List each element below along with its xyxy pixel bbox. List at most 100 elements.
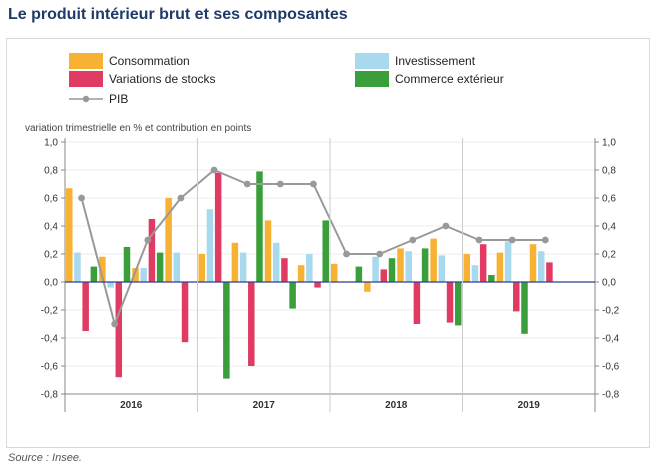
y-tick-label-left: 0,0 — [44, 278, 58, 289]
bar-consommation-2017t3 — [264, 220, 272, 282]
source-note: Source : Insee. — [8, 452, 82, 464]
bar-consommation-2018t4 — [430, 238, 437, 282]
bar-investissement-2019t1 — [471, 265, 479, 282]
legend-marker-pib — [82, 95, 90, 103]
legend-label-pib: PIB — [109, 92, 128, 106]
y-tick-label-left: 0,2 — [44, 250, 58, 261]
bar-variations-de-stocks-2017t3 — [281, 258, 288, 282]
y-tick-label-right: -0,2 — [602, 306, 620, 317]
y-tick-label-right: 1,0 — [602, 138, 616, 149]
legend-label-variations-de-stocks: Variations de stocks — [109, 72, 216, 86]
y-tick-label-left: -0,8 — [41, 390, 59, 401]
bar-consommation-2017t1 — [198, 254, 206, 282]
year-label-2016: 2016 — [120, 400, 143, 411]
y-tick-label-left: 1,0 — [44, 138, 58, 149]
pib-point-2016t1 — [78, 194, 85, 202]
year-label-2019: 2019 — [518, 400, 541, 411]
legend-swatch-consommation — [69, 53, 103, 69]
y-tick-label-left: -0,2 — [41, 306, 59, 317]
y-tick-label-right: -0,6 — [602, 362, 620, 373]
bar-variations-de-stocks-2018t4 — [446, 282, 454, 323]
bar-consommation-2018t2 — [364, 282, 371, 292]
y-tick-label-right: 0,0 — [602, 278, 616, 289]
pib-point-2016t4 — [177, 194, 185, 202]
bar-consommation-2018t1 — [331, 263, 338, 282]
bar-investissement-2016t2 — [107, 282, 114, 288]
bar-commerce-exterieur-2018t2 — [388, 258, 396, 282]
y-tick-label-right: 0,8 — [602, 166, 616, 177]
legend-label-consommation: Consommation — [109, 54, 190, 68]
bar-investissement-2017t4 — [306, 254, 313, 282]
page-title: Le produit intérieur brut et ses composa… — [8, 6, 348, 23]
bar-investissement-2019t3 — [537, 251, 545, 282]
bar-commerce-exterieur-2018t1 — [355, 266, 363, 282]
y-tick-label-left: 0,8 — [44, 166, 58, 177]
bar-consommation-2019t1 — [463, 254, 471, 282]
bar-variations-de-stocks-2018t2 — [380, 269, 388, 282]
bar-consommation-2017t2 — [231, 242, 239, 282]
y-tick-label-left: -0,4 — [41, 334, 59, 345]
bar-commerce-exterieur-2018t4 — [454, 282, 462, 326]
axes: 1,0 1,0 0,8 0,8 0,6 0,6 0,4 0,4 0,2 0,2 0,0 0,0 -0,2… — [41, 138, 620, 412]
legend-label-commerce-exterieur: Commerce extérieur — [395, 72, 504, 86]
bar-investissement-2016t4 — [173, 252, 181, 282]
pib-point-2019t2 — [508, 236, 516, 244]
pib-point-2018t4 — [442, 222, 450, 230]
pib-point-2017t4 — [310, 180, 317, 188]
pib-point-2017t3 — [276, 180, 284, 188]
bar-variations-de-stocks-2017t2 — [248, 282, 255, 366]
y-tick-label-right: -0,8 — [602, 390, 620, 401]
legend-swatch-variations-de-stocks — [69, 71, 103, 87]
bar-investissement-2018t3 — [405, 251, 412, 282]
y-tick-label-left: -0,6 — [41, 362, 59, 373]
pib-point-2017t2 — [243, 180, 251, 188]
pib-point-2018t2 — [376, 250, 384, 258]
pib-point-2019t3 — [541, 236, 549, 244]
bar-commerce-exterieur-2016t1 — [90, 266, 98, 282]
bar-commerce-exterieur-2017t4 — [322, 220, 329, 282]
y-tick-label-right: 0,2 — [602, 250, 616, 261]
bar-variations-de-stocks-2016t1 — [82, 282, 89, 331]
y-tick-label-right: 0,6 — [602, 194, 616, 205]
pib-point-2016t2 — [111, 320, 119, 328]
bar-consommation-2016t2 — [99, 256, 106, 282]
bar-investissement-2018t4 — [438, 255, 446, 282]
bar-variations-de-stocks-2017t4 — [314, 282, 321, 288]
bar-variations-de-stocks-2016t4 — [181, 282, 189, 343]
chart-legend: Consommation Investissement Variations de … — [69, 53, 504, 106]
pib-point-2018t1 — [343, 250, 350, 258]
bar-consommation-2016t3 — [132, 268, 139, 282]
bar-series — [66, 171, 553, 379]
bar-investissement-2017t2 — [239, 252, 247, 282]
bar-consommation-2018t3 — [397, 248, 404, 282]
bar-commerce-exterieur-2018t3 — [421, 248, 429, 282]
bar-commerce-exterieur-2019t1 — [488, 275, 495, 282]
chart-panel: Consommation Investissement Variations de … — [6, 38, 650, 448]
bar-variations-de-stocks-2017t1 — [214, 172, 222, 282]
bar-investissement-2017t3 — [272, 242, 280, 282]
y-axis-title: variation trimestrielle en % et contribu… — [25, 123, 251, 134]
pib-point-2018t3 — [409, 236, 417, 244]
year-label-2017: 2017 — [253, 400, 276, 411]
bar-consommation-2019t2 — [496, 252, 504, 282]
bar-investissement-2019t2 — [504, 241, 512, 282]
bar-commerce-exterieur-2016t2 — [123, 247, 131, 282]
bar-investissement-2017t1 — [206, 209, 214, 282]
bar-commerce-exterieur-2017t1 — [223, 282, 230, 379]
bar-consommation-2016t1 — [66, 188, 73, 282]
bar-commerce-exterieur-2016t3 — [156, 252, 164, 282]
bar-variations-de-stocks-2019t3 — [546, 262, 553, 282]
y-tick-label-right: -0,4 — [602, 334, 620, 345]
legend-swatch-investissement — [355, 53, 389, 69]
legend-swatch-commerce-exterieur — [355, 71, 389, 87]
pib-point-2019t1 — [475, 236, 483, 244]
bar-variations-de-stocks-2018t3 — [413, 282, 421, 324]
pib-line — [78, 166, 549, 328]
bar-consommation-2017t4 — [297, 265, 305, 282]
bar-commerce-exterieur-2017t3 — [289, 282, 296, 309]
bar-variations-de-stocks-2019t1 — [479, 244, 487, 282]
legend-label-investissement: Investissement — [395, 54, 476, 68]
bar-commerce-exterieur-2019t2 — [521, 282, 528, 334]
bar-investissement-2016t3 — [140, 268, 147, 282]
pib-point-2017t1 — [210, 166, 218, 174]
